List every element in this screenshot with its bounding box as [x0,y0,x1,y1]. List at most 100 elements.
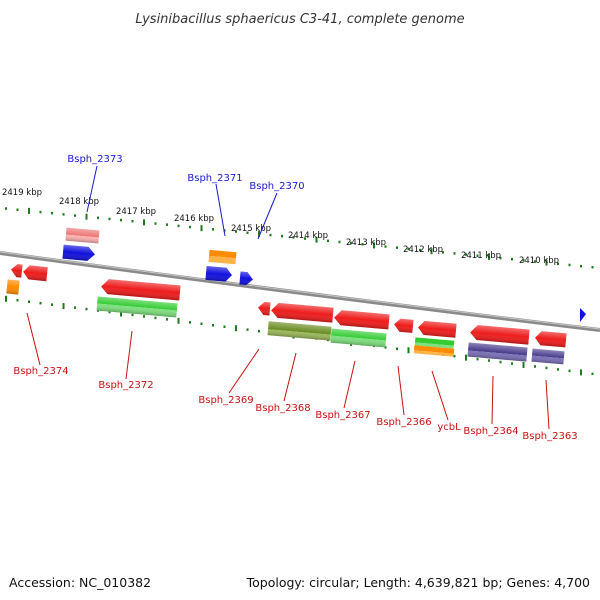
tick-label-2414: 2414 kbp [288,231,328,241]
gene-small-red-2[interactable] [257,301,271,316]
ruler-top-tick [177,224,180,228]
gene-ycbl-a[interactable] [417,320,457,338]
ruler-top-tick [108,217,111,221]
topology-text: Topology: circular; Length: 4,639,821 bp… [246,575,590,590]
ruler-bottom-tick [545,366,548,370]
forward-genes [62,227,586,322]
gene-bsph-2367[interactable] [330,328,387,348]
ruler-top-tick [304,237,306,240]
label-bsph-2368[interactable]: Bsph_2368 [255,403,310,414]
genome-backbone [0,251,600,332]
ruler-top-tick [350,241,352,245]
ruler-top-tick [62,213,65,216]
gene-small-red-1[interactable] [10,264,23,278]
gene-bsph-2363[interactable] [531,348,565,365]
gene-ycbl[interactable] [413,345,455,357]
ruler-bottom-tick [522,362,525,368]
gene-bsph-2364-a[interactable] [470,325,530,345]
ruler-bottom-tick [488,359,490,362]
leader-bsph-2373 [86,165,98,213]
leader-bsph-2363 [545,379,550,430]
label-bsph-2367[interactable]: Bsph_2367 [315,410,370,421]
label-bsph-2364[interactable]: Bsph_2364 [463,426,518,437]
gene-ycbl-green[interactable] [414,337,455,349]
label-bsph-2372[interactable]: Bsph_2372 [98,380,153,391]
ruler-bottom-tick [580,369,582,376]
ruler-bottom-tick [591,372,594,376]
ruler-top-tick [534,260,536,263]
tick-label-2411: 2411 kbp [461,251,501,261]
ruler-top-tick [511,257,513,261]
gene-bsph-2367-a[interactable] [333,310,390,330]
label-bsph-2366[interactable]: Bsph_2366 [376,417,431,428]
label-bsph-2369[interactable]: Bsph_2369 [198,395,253,406]
gene-bsph-2368[interactable] [267,321,332,341]
gene-bsph-2374-b[interactable] [6,279,20,295]
ruler-bottom-tick [28,300,30,303]
ruler-top-tick [269,233,272,237]
ruler-top-tick [281,234,283,238]
label-bsph-2363[interactable]: Bsph_2363 [522,431,577,442]
ruler-top-tick [235,230,237,233]
ruler-bottom-tick [154,316,157,320]
tick-labels: 2419 kbp 2418 kbp 2417 kbp 2416 kbp 2415… [2,188,559,266]
ruler-top-tick [39,210,42,214]
ruler-bottom-tick [16,299,19,302]
ruler-top-tick [430,248,433,255]
ruler-bottom-tick [407,347,410,354]
leader-bsph-2364 [491,375,494,425]
gene-bsph-2370[interactable] [239,271,253,286]
tick-label-2415: 2415 kbp [231,224,271,234]
leader-ycbl [431,370,449,421]
gene-bsph-2363-a[interactable] [534,331,567,348]
ruler-bottom-tick [384,346,387,349]
tick-label-2410: 2410 kbp [519,256,559,266]
ruler-top-tick [384,245,387,248]
ruler-top-tick [292,236,295,239]
gene-bsph-2371-a[interactable] [208,249,237,265]
leader-bsph-2371 [215,183,226,237]
ruler-bottom-tick [51,303,53,306]
label-bsph-2374[interactable]: Bsph_2374 [13,366,68,377]
gene-bsph-2369[interactable] [271,302,334,323]
gene-edge-blue[interactable] [580,308,586,322]
tick-label-2412: 2412 kbp [403,245,443,255]
ruler-top-tick [557,262,559,266]
ruler-top-tick [373,242,375,249]
ruler-bottom-tick [62,303,65,310]
ruler-top-tick [212,228,214,231]
ruler-top-tick [453,252,456,255]
gene-bsph-2366[interactable] [393,318,414,333]
ruler-top-tick [545,259,548,266]
gene-bsph-2373-b[interactable] [62,244,95,262]
genome-backbone-highlight [0,251,600,330]
ruler-top-tick [591,266,594,269]
gene-bsph-2373[interactable] [65,227,100,244]
gene-bsph-2372[interactable] [96,296,178,318]
ruler-bottom-tick [108,310,111,314]
ruler-bottom-tick [396,347,398,351]
ruler-top-tick [522,259,525,262]
gene-bsph-2371[interactable] [205,265,232,282]
ruler-top-tick [85,213,88,220]
label-ycbl[interactable]: ycbL [437,422,461,433]
ruler-top-tick [28,207,30,214]
ruler-top-tick [568,263,571,267]
label-bsph-2373[interactable]: Bsph_2373 [67,154,122,165]
ruler-top-tick [74,214,76,217]
gene-bsph-2374[interactable] [22,265,48,282]
label-bsph-2370[interactable]: Bsph_2370 [249,181,304,192]
ruler-top-tick [97,216,99,220]
ruler-top-tick [51,211,53,215]
ruler-top-tick [327,239,329,243]
ruler-top-tick [120,218,122,222]
ruler-bottom-tick [143,315,145,318]
gene-bsph-2364[interactable] [467,342,528,362]
label-bsph-2371[interactable]: Bsph_2371 [187,173,242,184]
ruler-top-tick [16,208,19,211]
tick-label-2418: 2418 kbp [59,197,99,207]
ruler-top-tick [200,225,203,232]
gene-bsph-2372-a[interactable] [101,279,181,301]
leader-bsph-2366 [397,365,405,416]
ruler-top-tick [396,246,398,249]
